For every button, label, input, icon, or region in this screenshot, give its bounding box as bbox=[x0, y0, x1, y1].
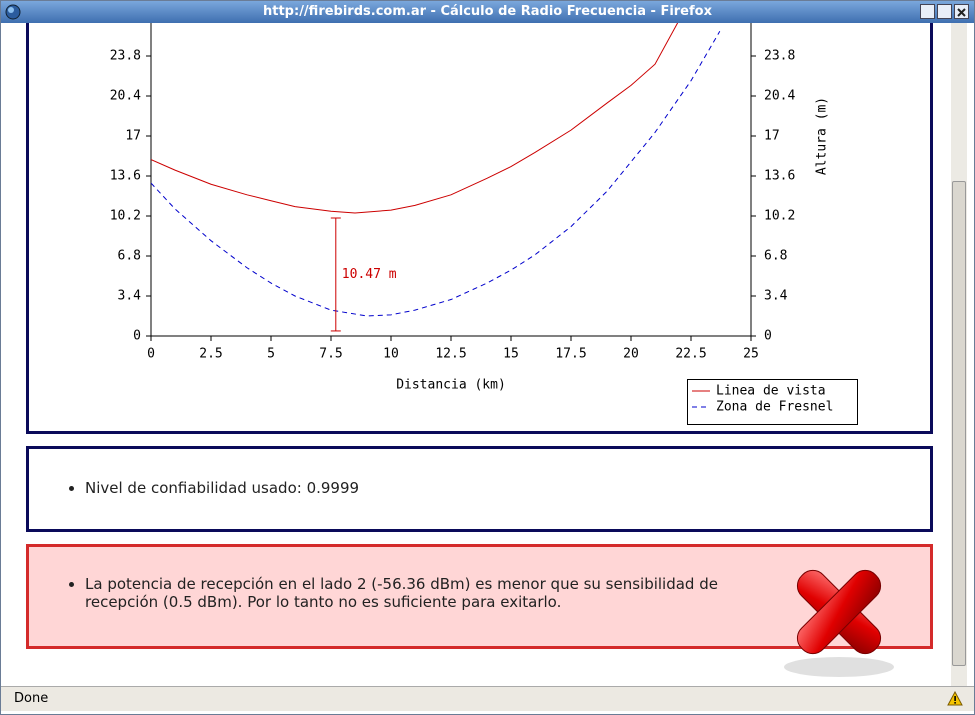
x-tick-label: 17.5 bbox=[555, 347, 586, 362]
y-tick-label: 17 bbox=[125, 129, 141, 144]
x-tick-label: 12.5 bbox=[435, 347, 466, 362]
error-item: La potencia de recepción en el lado 2 (-… bbox=[85, 575, 735, 611]
y2-tick-label: 23.8 bbox=[764, 49, 795, 64]
legend-label: Linea de vista bbox=[716, 384, 826, 399]
y-tick-label: 20.4 bbox=[110, 89, 141, 104]
scrollbar[interactable] bbox=[951, 23, 967, 686]
y-tick-label: 0 bbox=[133, 329, 141, 344]
y2-tick-label: 17 bbox=[764, 129, 780, 144]
y-tick-label: 6.8 bbox=[118, 249, 141, 264]
y2-tick-label: 13.6 bbox=[764, 169, 795, 184]
x-tick-label: 22.5 bbox=[675, 347, 706, 362]
series-line bbox=[151, 23, 679, 214]
warning-icon bbox=[947, 691, 963, 706]
x-axis-label: Distancia (km) bbox=[396, 378, 506, 393]
close-button[interactable] bbox=[954, 4, 969, 19]
app-icon bbox=[5, 4, 21, 20]
status-bar: Done bbox=[1, 686, 974, 711]
title-bar: http://firebirds.com.ar - Cálculo de Rad… bbox=[1, 1, 974, 23]
chart-panel bbox=[26, 23, 933, 434]
info-panel: Nivel de confiabilidad usado: 0.9999 bbox=[26, 446, 933, 532]
y-tick-label: 13.6 bbox=[110, 169, 141, 184]
error-icon bbox=[784, 569, 894, 677]
legend-box bbox=[687, 379, 858, 425]
y2-tick-label: 20.4 bbox=[764, 89, 795, 104]
scroll-thumb[interactable] bbox=[952, 181, 966, 666]
x-tick-label: 20 bbox=[623, 347, 639, 362]
y-tick-label: 3.4 bbox=[118, 289, 142, 304]
y2-tick-label: 3.4 bbox=[764, 289, 788, 304]
y2-tick-label: 0 bbox=[764, 329, 772, 344]
x-tick-label: 0 bbox=[147, 347, 155, 362]
series-line bbox=[151, 31, 721, 317]
y-tick-label: 10.2 bbox=[110, 209, 141, 224]
info-item: Nivel de confiabilidad usado: 0.9999 bbox=[85, 479, 930, 497]
x-tick-label: 2.5 bbox=[199, 347, 222, 362]
y2-tick-label: 6.8 bbox=[764, 249, 787, 264]
annotation-label: 10.47 m bbox=[342, 267, 397, 282]
y2-tick-label: 10.2 bbox=[764, 209, 795, 224]
y-axis-label: Altura (m) bbox=[815, 97, 830, 175]
minimize-button[interactable] bbox=[920, 4, 935, 19]
info-list: Nivel de confiabilidad usado: 0.9999 bbox=[29, 479, 930, 497]
x-tick-label: 5 bbox=[267, 347, 275, 362]
x-tick-label: 25 bbox=[743, 347, 759, 362]
x-tick-label: 15 bbox=[503, 347, 519, 362]
status-text: Done bbox=[14, 691, 49, 706]
x-tick-label: 7.5 bbox=[319, 347, 342, 362]
error-list: La potencia de recepción en el lado 2 (-… bbox=[29, 575, 735, 611]
maximize-button[interactable] bbox=[937, 4, 952, 19]
window-title: http://firebirds.com.ar - Cálculo de Rad… bbox=[263, 4, 712, 19]
y-tick-label: 23.8 bbox=[110, 49, 141, 64]
legend-label: Zona de Fresnel bbox=[716, 400, 833, 415]
error-panel: La potencia de recepción en el lado 2 (-… bbox=[26, 544, 933, 677]
x-tick-label: 10 bbox=[383, 347, 399, 362]
